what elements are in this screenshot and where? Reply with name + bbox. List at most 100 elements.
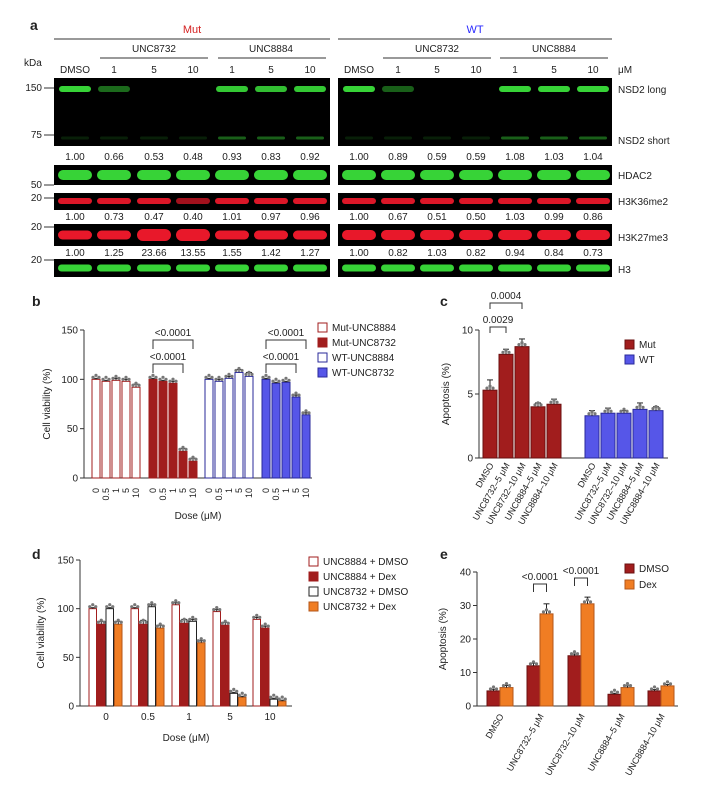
chart-b-points [264, 373, 268, 377]
chart-b-x-tick-label: 0.5 [101, 488, 111, 501]
chart-b-x-tick-label: 1 [224, 488, 234, 493]
chart-b-x-tick-label: 0 [148, 488, 158, 493]
chart-b-pvalue-wt-10 [265, 339, 307, 349]
blot-nsd2-mut [54, 78, 330, 146]
chart-e-x-tick-label: UNC8732–5 μM [505, 712, 546, 773]
chart-b-points [247, 370, 251, 374]
quant-nsd2-mut: 0.66 [104, 152, 124, 163]
chart-d-points [202, 639, 206, 643]
chart-c-points [520, 341, 524, 345]
chart-b-bar-3 [261, 378, 271, 479]
chart-b-bar-2 [244, 375, 254, 479]
lane-label-wt: DMSO [344, 65, 374, 76]
band-h3k36me2 [293, 198, 327, 204]
chart-b-x-tick-label: 0.5 [271, 488, 281, 501]
chart-e-y-tick-label: 0 [465, 702, 471, 713]
chart-d-points [171, 601, 175, 605]
chart-e-points [668, 682, 673, 686]
chart-d-bar-3 [114, 623, 123, 707]
chart-e-points [615, 690, 620, 694]
panel-letter-d: d [32, 546, 41, 562]
chart-b-points [171, 377, 175, 381]
band-h3k27me3 [342, 230, 376, 240]
chart-c-legend-1-swatch [624, 354, 635, 365]
chart-c-points [622, 407, 626, 411]
chart-b-points [210, 375, 214, 379]
band-h3 [293, 264, 327, 272]
chart-b-points [284, 376, 288, 380]
chart-b-bar-3 [291, 396, 301, 479]
band-nsd2-long [382, 86, 414, 92]
chart-e-bar-1 [580, 603, 595, 707]
chart-d-points [88, 605, 92, 609]
band-hdac2 [576, 170, 610, 180]
lane-label-mut: DMSO [60, 65, 90, 76]
marker-20-h3k27: 20 [31, 222, 43, 233]
lane-label-mut: 1 [229, 65, 235, 76]
band-nsd2-short [61, 136, 89, 140]
chart-d-points [161, 624, 165, 628]
band-h3k27me3 [137, 229, 171, 241]
band-h3 [576, 264, 610, 272]
band-hdac2 [459, 170, 493, 180]
quant-h3k36me2-mut: 1.01 [222, 212, 242, 223]
chart-b-points [97, 375, 101, 379]
chart-d-points [229, 689, 233, 693]
band-hdac2 [58, 170, 92, 180]
band-h3 [420, 264, 454, 272]
chart-d-points [150, 601, 154, 605]
band-nsd2-short [384, 136, 412, 140]
band-nsd2-long [255, 86, 287, 92]
chart-d-points [108, 603, 112, 607]
chart-d-points [153, 603, 157, 607]
chart-d-points [91, 603, 95, 607]
chart-e-y-tick-label: 10 [460, 668, 472, 679]
chart-b-points [291, 393, 295, 397]
chart-d-points [232, 687, 236, 691]
band-h3k27me3 [97, 230, 131, 240]
band-h3k27me3 [176, 229, 210, 241]
chart-b-points [104, 375, 108, 379]
chart-d-points [237, 693, 241, 697]
chart-d-bar-0 [130, 608, 139, 707]
lane-label-mut: 10 [304, 65, 316, 76]
chart-d-bar-0 [212, 611, 221, 707]
chart-c-pvalue-10-label: 0.0004 [491, 291, 522, 302]
chart-c-points [549, 400, 553, 404]
chart-d-points [258, 615, 262, 619]
chart-e-points [652, 685, 657, 689]
band-h3k36me2 [97, 198, 131, 204]
chart-c-points [491, 386, 495, 390]
chart-e-bar-0 [486, 690, 501, 707]
chart-d-legend-3-label: UNC8732 + Dex [323, 602, 396, 613]
quant-h3k36me2-wt: 0.50 [466, 212, 486, 223]
chart-e-points [544, 608, 549, 612]
band-h3k36me2 [459, 198, 493, 204]
drug-label-mut-unc8884: UNC8884 [249, 44, 293, 55]
chart-c-bar-1 [584, 415, 600, 459]
band-nsd2-long [499, 86, 531, 92]
chart-c-bar-0 [482, 389, 498, 459]
band-h3k27me3 [498, 230, 532, 240]
chart-b-points [107, 377, 111, 381]
band-nsd2-long [538, 86, 570, 92]
quant-h3k36me2-wt: 1.03 [505, 212, 525, 223]
quant-h3k27me3-mut: 1.00 [65, 248, 85, 259]
band-name-h3: H3 [618, 265, 631, 276]
band-h3k36me2 [537, 198, 571, 204]
band-h3k27me3 [215, 230, 249, 240]
chart-c-points [501, 350, 505, 354]
chart-e-x-tick-label: UNC8884–10 μM [623, 712, 667, 777]
chart-b-points [297, 393, 301, 397]
quant-nsd2-wt: 0.59 [427, 152, 447, 163]
chart-d-points [269, 695, 273, 699]
chart-e-x-tick-label: DMSO [484, 712, 506, 740]
chart-b-legend-1-swatch [317, 337, 328, 348]
chart-d-bar-3 [156, 627, 165, 707]
chart-d-bar-1 [139, 623, 148, 707]
chart-b-pvalue-mut-5 [152, 363, 184, 373]
chart-e-bar-0 [607, 693, 622, 707]
chart-c-points [651, 407, 655, 411]
band-h3k36me2 [254, 198, 288, 204]
chart-b-legend-3-swatch [317, 367, 328, 378]
